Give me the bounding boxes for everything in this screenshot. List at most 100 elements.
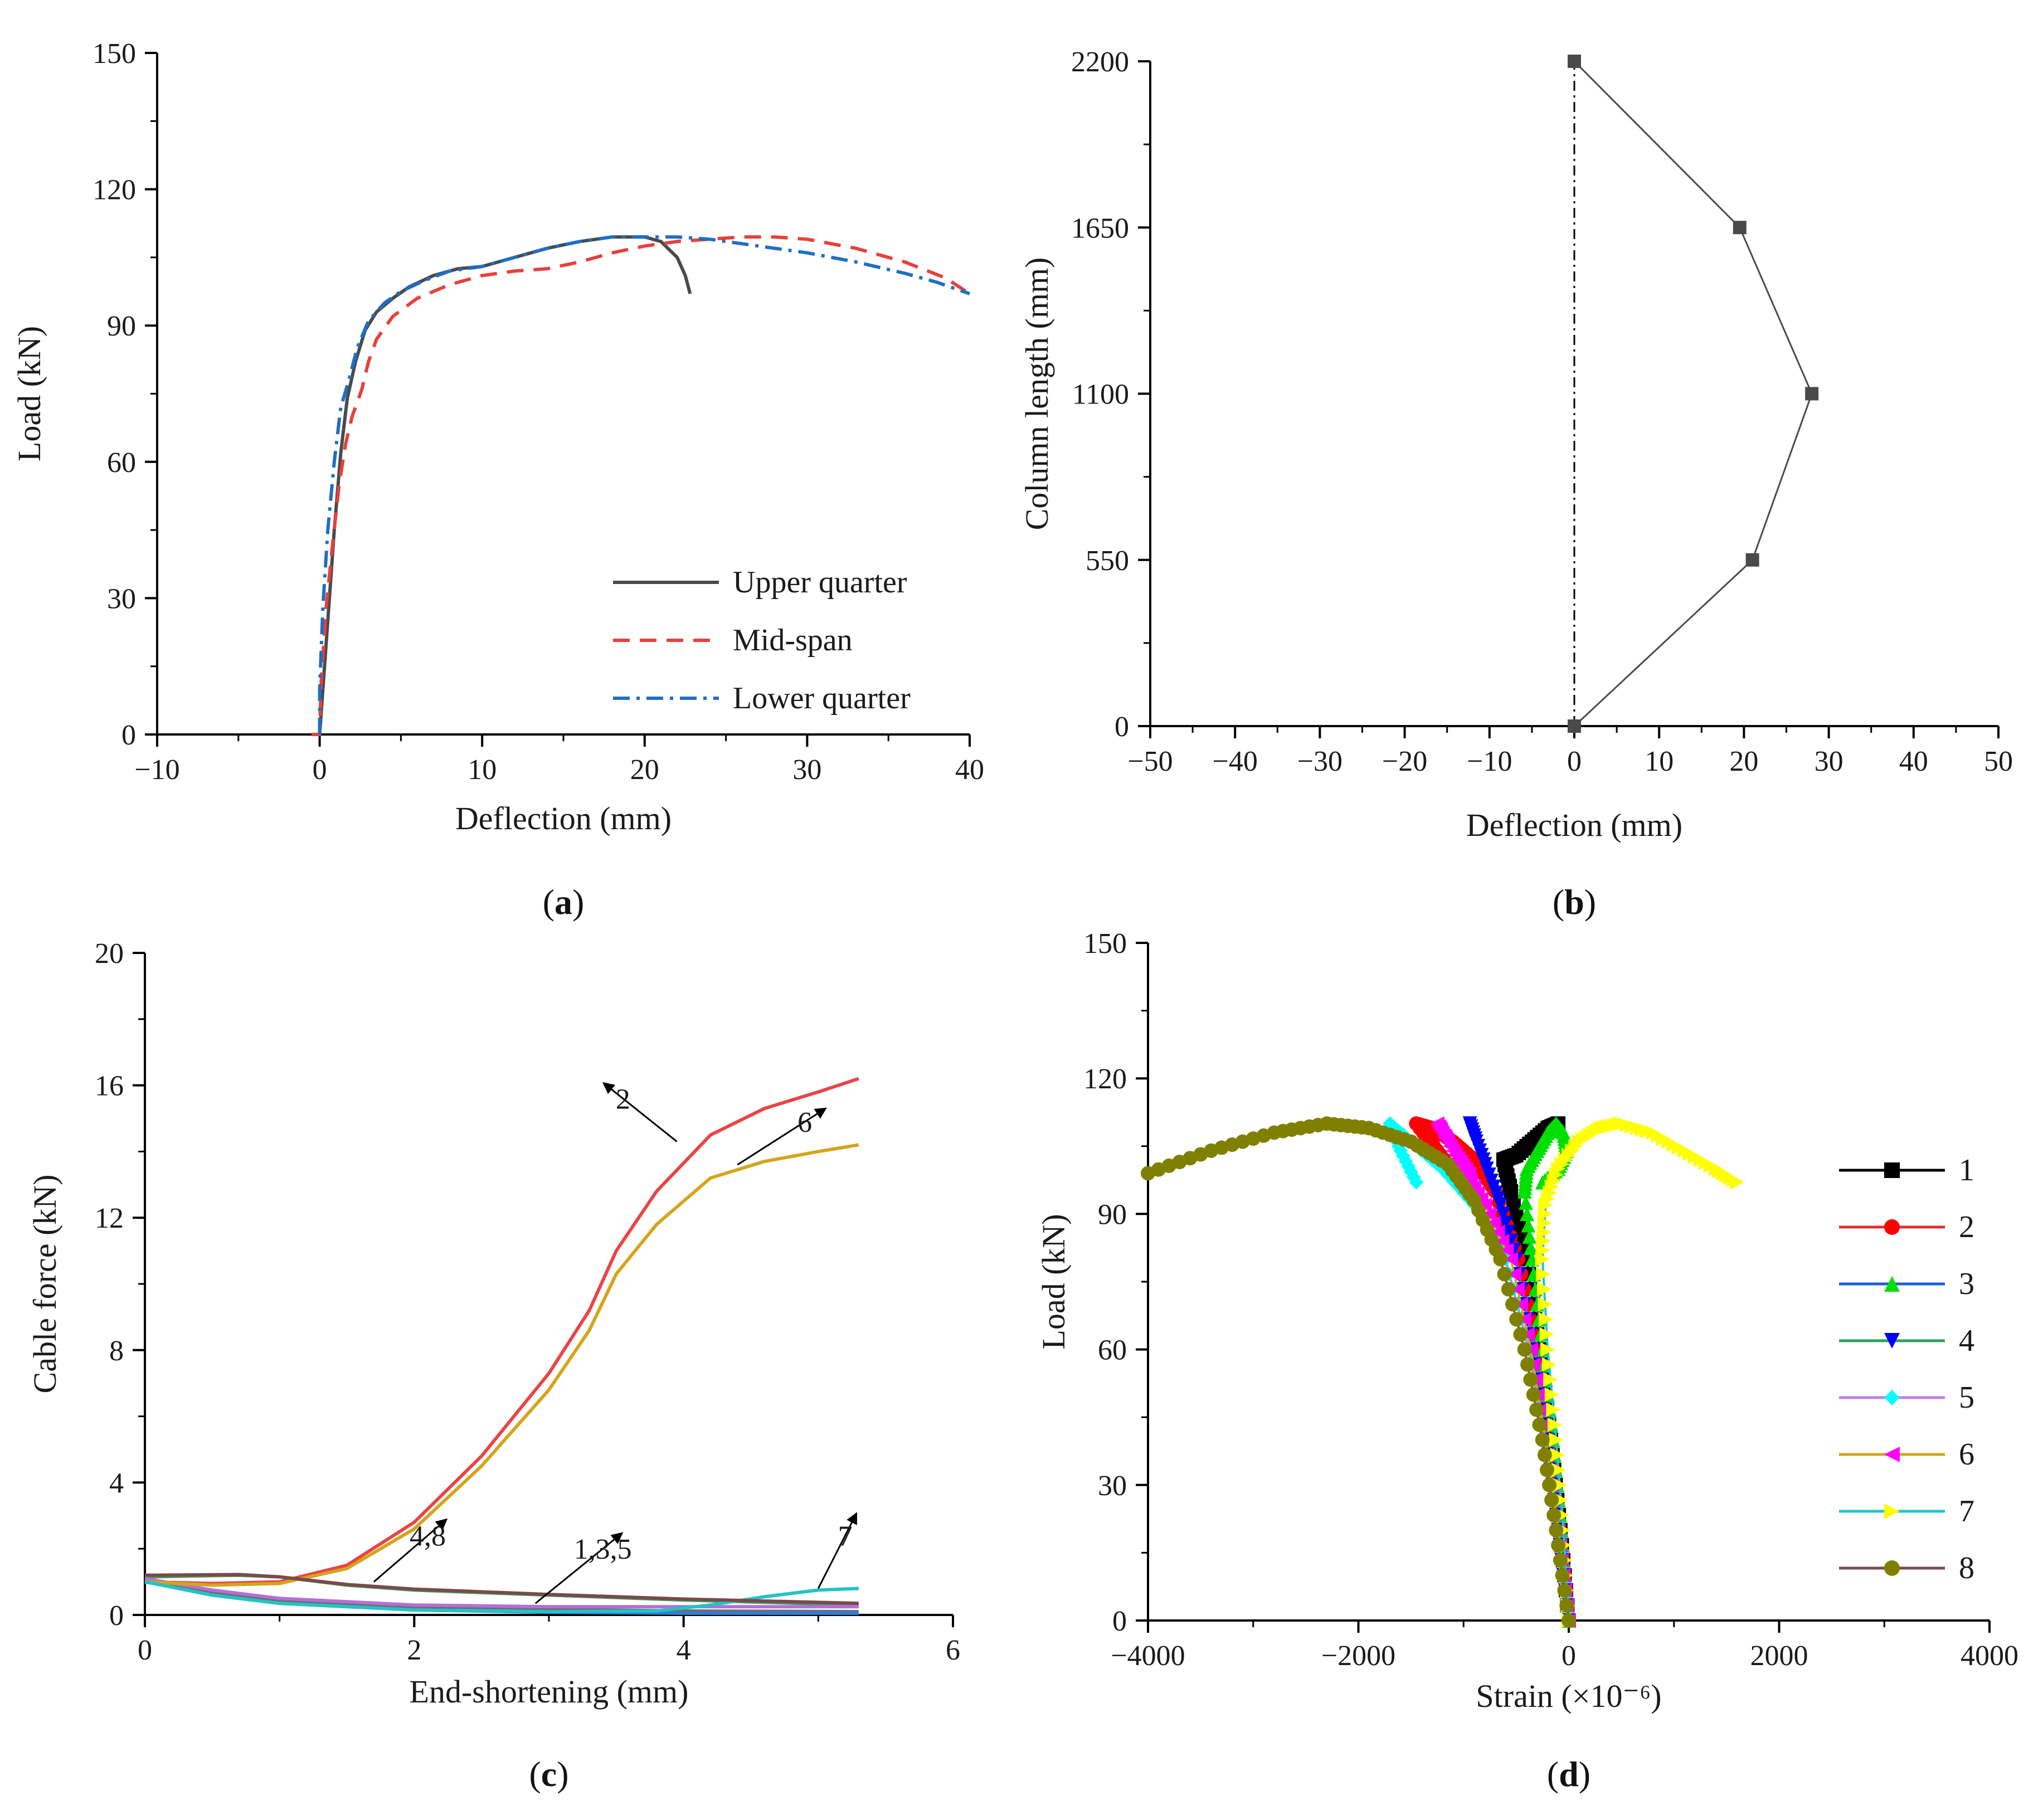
x-tick-label: 40 — [1899, 746, 1928, 777]
strain-marker-6 — [1510, 1282, 1525, 1297]
strain-marker-4 — [1462, 1116, 1477, 1131]
y-tick-label: 0 — [109, 1600, 124, 1632]
annotation-arrow — [602, 1082, 678, 1142]
legend-label: 2 — [1959, 1210, 1974, 1244]
y-tick-label: 12 — [95, 1203, 124, 1234]
strain-marker-8 — [1542, 1477, 1557, 1492]
strain-line-7 — [1541, 1122, 1738, 1621]
strain-marker-8 — [1546, 1507, 1562, 1522]
strain-marker-8 — [1523, 1372, 1538, 1387]
x-tick-label: 0 — [313, 754, 327, 786]
strain-marker-8 — [1557, 1583, 1572, 1598]
legend-swatch-marker — [1884, 1219, 1900, 1235]
strain-marker-8 — [1555, 1568, 1570, 1583]
y-tick-label: 0 — [1112, 1605, 1127, 1637]
panel-label: (d) — [1547, 1754, 1590, 1794]
x-axis-title: Deflection (mm) — [1466, 807, 1682, 843]
x-tick-label: 0 — [1567, 746, 1582, 777]
y-tick-label: 8 — [109, 1335, 124, 1367]
y-axis-title: Load (kN) — [11, 326, 47, 461]
strain-marker-7 — [1543, 1372, 1558, 1387]
strain-marker-8 — [1535, 1432, 1550, 1447]
strain-marker-8 — [1529, 1402, 1544, 1417]
y-tick-label: 150 — [1083, 928, 1127, 960]
strain-marker-7 — [1540, 1342, 1555, 1357]
x-tick-label: 0 — [1562, 1640, 1576, 1672]
y-tick-label: 16 — [95, 1070, 124, 1102]
y-tick-label: 60 — [1098, 1335, 1127, 1366]
strain-marker-4 — [1496, 1206, 1511, 1222]
x-tick-label: −20 — [1382, 746, 1427, 777]
annotation-label: 4,8 — [410, 1520, 446, 1552]
strain-marker-8 — [1544, 1492, 1559, 1507]
panel-label: (a) — [543, 882, 585, 922]
annotation-arrow — [534, 1532, 624, 1604]
legend-label: 5 — [1959, 1380, 1974, 1415]
data-point-marker — [1745, 553, 1759, 567]
panel-label-paren: ) — [572, 882, 584, 922]
strain-marker-6 — [1514, 1297, 1529, 1312]
legend-swatch-marker — [1884, 1560, 1900, 1576]
y-axis-title: Load (kN) — [1035, 1214, 1072, 1349]
x-tick-label: 30 — [1815, 746, 1843, 777]
legend-swatch-marker — [1884, 1162, 1900, 1178]
panel-c: 0 2 4 6 0 4 8 12 16 20 End-shortening (mm) Cable fo… — [27, 938, 960, 1794]
series-line-lower-quarter — [318, 235, 970, 734]
strain-marker-6 — [1461, 1166, 1476, 1181]
x-tick-label: 30 — [792, 754, 821, 786]
panel-label-paren: ) — [557, 1754, 568, 1794]
strain-marker-8 — [1497, 1267, 1512, 1282]
y-tick-label: 30 — [1098, 1470, 1127, 1502]
annotation-label: 2 — [616, 1083, 630, 1115]
strain-marker-8 — [1501, 1282, 1516, 1297]
strain-marker-7 — [1539, 1327, 1554, 1342]
strain-marker-7 — [1547, 1417, 1562, 1432]
cable-line-2 — [144, 1077, 859, 1585]
x-tick-label: 2000 — [1750, 1640, 1808, 1672]
legend-label: Mid-span — [733, 623, 853, 658]
x-tick-label: 2 — [407, 1634, 421, 1666]
strain-marker-6 — [1499, 1243, 1514, 1258]
legend-swatch-marker — [1884, 1276, 1900, 1292]
y-tick-label: 90 — [107, 310, 136, 342]
legend-swatch-marker — [1884, 1333, 1900, 1349]
legend-label: 7 — [1959, 1494, 1974, 1529]
strain-marker-6 — [1486, 1215, 1501, 1230]
panel-b: −50 −40 −30 −20 −10 0 10 20 30 40 50 0 550 1100 1650 22… — [1019, 46, 2013, 922]
y-tick-label: 20 — [95, 938, 124, 970]
strain-marker-7 — [1539, 1312, 1554, 1327]
strain-marker-7 — [1546, 1402, 1561, 1417]
strain-marker-8 — [1513, 1327, 1528, 1342]
panel-label-letter: b — [1564, 882, 1584, 922]
strain-marker-4 — [1498, 1215, 1513, 1230]
strain-marker-7 — [1536, 1267, 1551, 1282]
strain-marker-8 — [1526, 1387, 1541, 1402]
data-point-marker — [1805, 387, 1819, 401]
strain-marker-7 — [1549, 1432, 1564, 1447]
strain-marker-3 — [1523, 1240, 1538, 1255]
panel-label-paren: ( — [1547, 1754, 1559, 1794]
strain-marker-7 — [1730, 1175, 1744, 1190]
y-tick-label: 30 — [107, 583, 136, 615]
legend-label: Upper quarter — [733, 565, 907, 600]
x-axis-title: Strain (×10⁻⁶) — [1476, 1678, 1661, 1714]
legend-swatch-marker — [1884, 1447, 1900, 1462]
data-point-marker — [1733, 221, 1747, 235]
legend-label: 1 — [1959, 1153, 1974, 1188]
deflection-profile-line — [1573, 60, 1813, 727]
strain-marker-8 — [1559, 1598, 1574, 1613]
legend-label: 4 — [1959, 1323, 1974, 1358]
annotation-label: 7 — [838, 1520, 853, 1552]
strain-marker-7 — [1536, 1282, 1551, 1297]
x-tick-label: −10 — [1467, 746, 1512, 777]
y-tick-label: 150 — [93, 38, 136, 70]
strain-marker-8 — [1549, 1522, 1564, 1537]
strain-marker-3 — [1522, 1229, 1537, 1244]
strain-marker-5 — [1409, 1175, 1424, 1190]
strain-marker-8 — [1509, 1312, 1524, 1327]
panel-label-paren: ( — [543, 882, 554, 922]
strain-marker-8 — [1141, 1166, 1155, 1181]
strain-marker-3 — [1521, 1218, 1536, 1233]
